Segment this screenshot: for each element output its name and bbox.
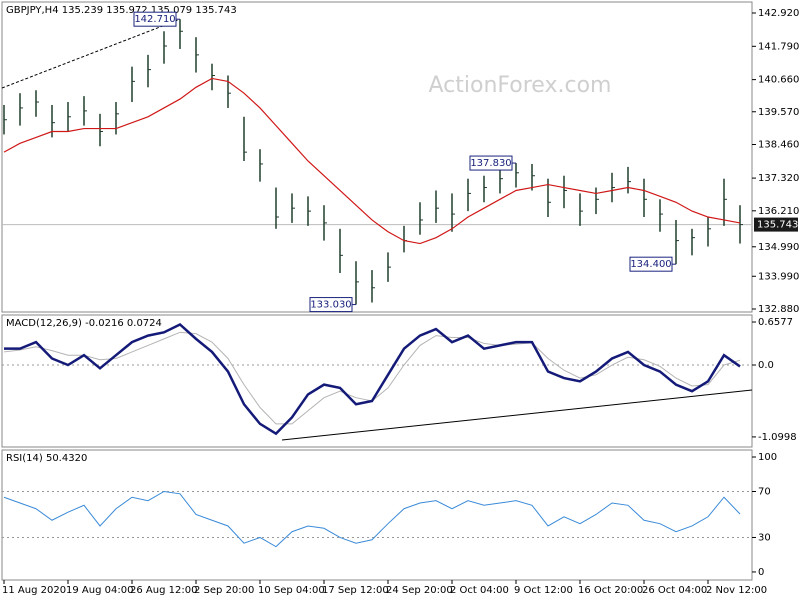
rsi-line	[3, 490, 741, 548]
moving-average	[3, 77, 741, 245]
y-tick-label: 136.210	[758, 206, 799, 217]
x-tick-label: 17 Sep 12:00	[322, 585, 389, 596]
y-tick-label: -1.0998	[758, 432, 797, 443]
x-tick-label: 2 Oct 04:00	[450, 585, 509, 596]
y-tick-label: 0	[758, 567, 764, 578]
y-tick-label: 141.790	[758, 41, 799, 52]
x-tick-label: 19 Aug 04:00	[66, 585, 133, 596]
current-price-label: 135.743	[757, 220, 798, 231]
annotation-label: 137.830	[470, 158, 511, 169]
annotation-box	[309, 297, 353, 313]
macd-line	[4, 322, 741, 436]
x-tick-label: 24 Sep 20:00	[386, 585, 453, 596]
macd-panel	[1, 314, 753, 448]
annotation-box	[469, 155, 513, 171]
x-tick-label: 2 Sep 20:00	[194, 585, 254, 596]
annotation-label: 134.400	[630, 259, 671, 270]
y-tick-label: 100	[758, 452, 777, 463]
y-tick-label: 137.320	[758, 173, 799, 184]
chart-title: GBPJPY,H4 135.239 135.972 135.079 135.74…	[6, 5, 237, 16]
y-tick-label: 139.570	[758, 107, 799, 118]
x-tick-label: 10 Sep 04:00	[258, 585, 325, 596]
x-tick-label: 9 Oct 12:00	[514, 585, 573, 596]
annotation-label: 142.710	[134, 14, 175, 25]
x-tick-label: 26 Aug 12:00	[130, 585, 197, 596]
y-tick-label: 138.460	[758, 139, 799, 150]
rsi-label: RSI(14) 50.4320	[6, 453, 87, 464]
x-tick-label: 16 Oct 20:00	[578, 585, 643, 596]
y-tick-label: 30	[758, 532, 771, 543]
rsi-panel	[1, 449, 753, 581]
y-tick-label: 140.660	[758, 75, 799, 86]
annotation-label: 133.030	[310, 300, 351, 311]
y-tick-label: 0.6577	[758, 317, 793, 328]
y-tick-label: 132.880	[758, 304, 799, 315]
y-tick-label: 133.990	[758, 271, 799, 282]
macd-label: MACD(12,26,9) -0.0216 0.0724	[6, 318, 162, 329]
y-tick-label: 70	[758, 486, 771, 497]
annotation-box	[133, 11, 177, 27]
x-tick-label: 26 Oct 04:00	[642, 585, 707, 596]
price-panel	[1, 1, 753, 313]
y-tick-label: 0.0	[758, 360, 774, 371]
watermark: ActionForex.com	[429, 73, 612, 98]
x-tick-label: 11 Aug 2020	[2, 585, 66, 596]
x-tick-label: 2 Nov 12:00	[706, 585, 767, 596]
y-tick-label: 142.920	[758, 8, 799, 19]
y-tick-label: 134.990	[758, 242, 799, 253]
macd-trend-line	[281, 389, 753, 441]
current-price-box	[754, 217, 798, 232]
signal-line	[3, 331, 741, 425]
annotation-box	[629, 256, 673, 272]
trend-line	[1, 19, 179, 89]
